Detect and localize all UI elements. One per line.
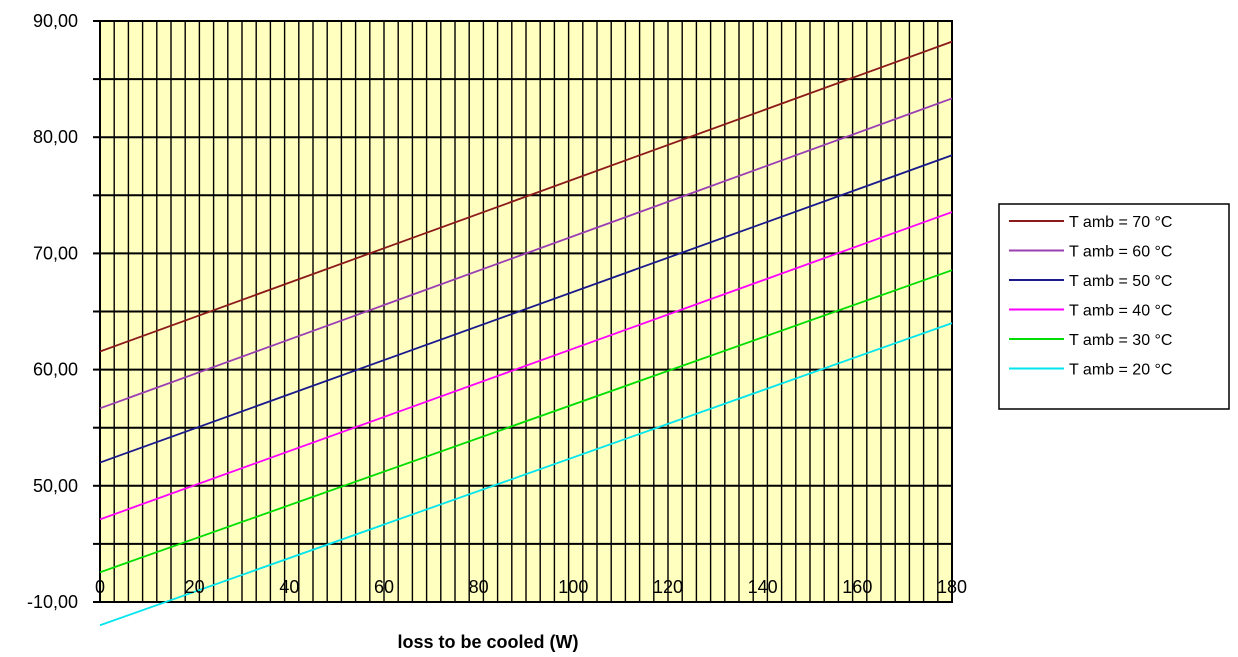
- x-tick-label: 0: [95, 577, 105, 597]
- x-axis-ticks: 0 20 40 60 80 100 120 140 160 180: [95, 577, 967, 597]
- y-tick-label: 60,00: [33, 360, 78, 380]
- series-line: [99, 40, 953, 353]
- x-tick-label: 180: [937, 577, 967, 597]
- series-line: [99, 322, 953, 627]
- y-tick-label: 50,00: [33, 476, 78, 496]
- x-tick-label: 40: [279, 577, 299, 597]
- x-tick-label: 160: [842, 577, 872, 597]
- series-line: [99, 97, 953, 410]
- legend-entry: T amb = 30 °C: [1069, 332, 1172, 349]
- series-lines: [99, 40, 953, 627]
- x-tick-label: 60: [374, 577, 394, 597]
- legend-entry: T amb = 50 °C: [1069, 273, 1172, 290]
- legend-box: [998, 203, 1230, 410]
- series-line: [99, 211, 953, 521]
- x-tick-label: 80: [469, 577, 489, 597]
- x-tick-label: 120: [653, 577, 683, 597]
- series-line: [99, 269, 953, 574]
- y-tick-label: -10,00: [27, 592, 78, 612]
- grid: [93, 20, 953, 603]
- x-tick-label: 140: [748, 577, 778, 597]
- legend-entry: T amb = 40 °C: [1069, 303, 1172, 320]
- y-tick-label: 90,00: [33, 11, 78, 31]
- x-axis-label: loss to be cooled (W): [397, 632, 578, 652]
- legend-entry: T amb = 70 °C: [1069, 214, 1172, 231]
- y-tick-label: 70,00: [33, 243, 78, 263]
- y-tick-label: 80,00: [33, 127, 78, 147]
- series-line: [99, 154, 953, 464]
- legend-entry: T amb = 60 °C: [1069, 244, 1172, 261]
- y-axis-ticks: 90,00 80,00 70,00 60,00 50,00 -10,00: [27, 11, 78, 612]
- legend-entry: T amb = 20 °C: [1069, 362, 1172, 379]
- x-tick-label: 100: [558, 577, 588, 597]
- legend: T amb = 70 °C T amb = 60 °C T amb = 50 °C T…: [998, 203, 1230, 410]
- x-tick-label: 20: [185, 577, 205, 597]
